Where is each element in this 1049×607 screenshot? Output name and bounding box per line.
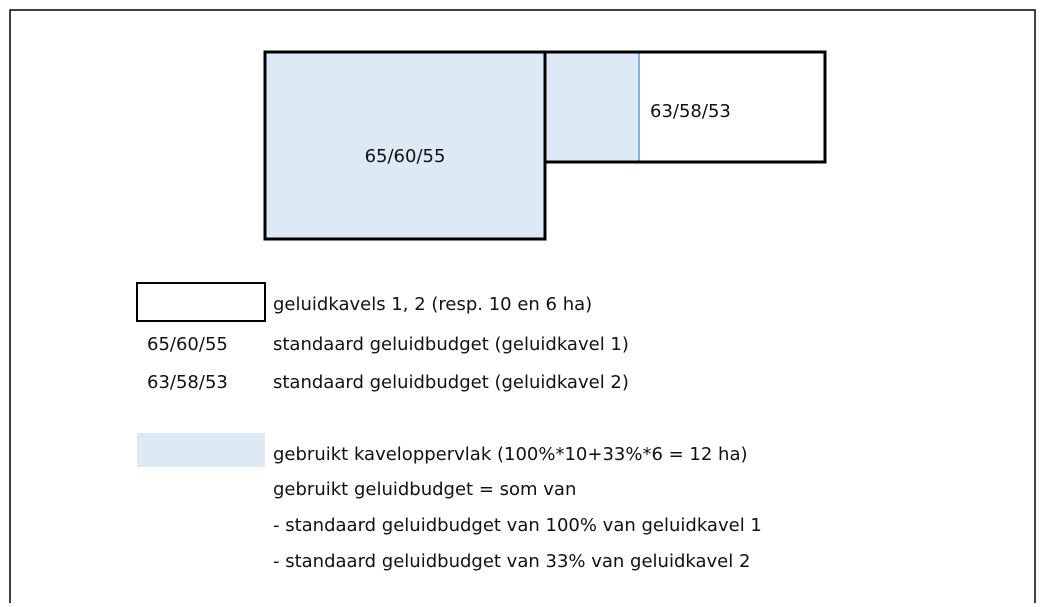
- plot-1: [263, 50, 547, 241]
- legend-text: standaard geluidbudget (geluidkavel 2): [273, 372, 629, 393]
- legend-text: standaard geluidbudget (geluidkavel 1): [273, 334, 629, 355]
- plot-2: [543, 50, 827, 164]
- legend-text: gebruikt kaveloppervlak (100%*10+33%*6 =…: [273, 444, 748, 465]
- note: - standaard geluidbudget van 100% van ge…: [273, 515, 762, 536]
- note: - standaard geluidbudget van 33% van gel…: [273, 551, 750, 572]
- plot-label: 63/58/53: [650, 101, 731, 122]
- legend-text: geluidkavels 1, 2 (resp. 10 en 6 ha): [273, 294, 592, 315]
- used-area: [545, 52, 639, 162]
- legend-swatch: [137, 433, 265, 467]
- legend-key: 65/60/55: [147, 334, 228, 355]
- plot-label: 65/60/55: [365, 146, 446, 167]
- frame: [9, 9, 1036, 603]
- note: gebruikt geluidbudget = som van: [273, 479, 576, 500]
- legend-swatch: [136, 282, 266, 322]
- legend-key: 63/58/53: [147, 372, 228, 393]
